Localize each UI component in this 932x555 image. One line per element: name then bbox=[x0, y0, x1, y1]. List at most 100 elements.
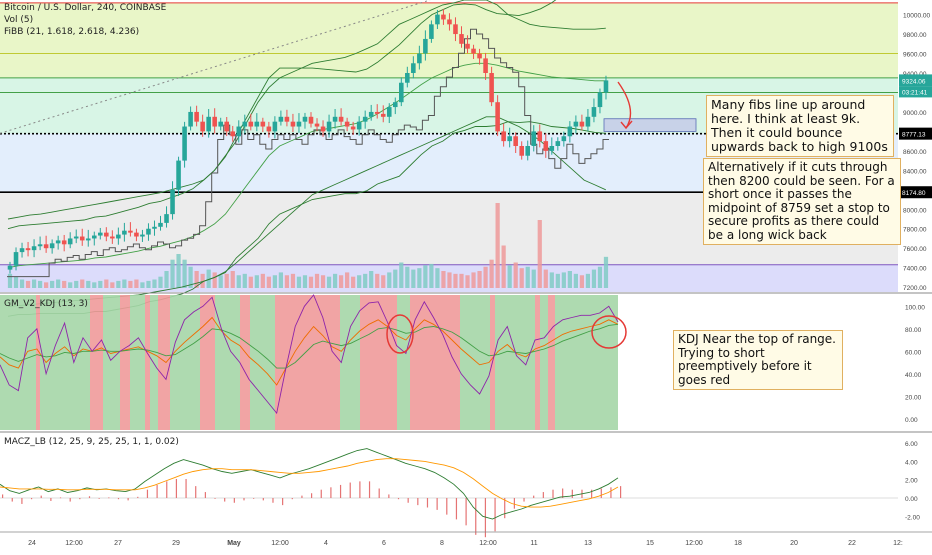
macd-histogram-bar bbox=[562, 488, 564, 498]
volume-bar bbox=[122, 279, 127, 288]
macd-histogram-bar bbox=[301, 495, 303, 498]
volume-bar bbox=[308, 276, 314, 288]
candle-body bbox=[423, 38, 428, 54]
macd-histogram-bar bbox=[195, 486, 197, 498]
candle-body bbox=[597, 92, 603, 108]
candle-body bbox=[525, 146, 531, 156]
volume-bar bbox=[7, 273, 13, 288]
macd-histogram-bar bbox=[40, 495, 42, 498]
candle-body bbox=[61, 240, 67, 245]
volume-bar bbox=[393, 269, 398, 288]
symbol-legend: Bitcoin / U.S. Dollar, 240, COINBASE bbox=[4, 3, 167, 13]
candle-body bbox=[579, 121, 585, 127]
candle-body bbox=[104, 232, 109, 237]
kdj-axis-label: 20.00 bbox=[905, 394, 922, 401]
candle-body bbox=[483, 58, 488, 73]
candle-body bbox=[254, 121, 260, 127]
candle-body bbox=[236, 126, 242, 137]
volume-bar bbox=[170, 259, 175, 288]
candle-body bbox=[206, 116, 211, 132]
candle-body bbox=[296, 121, 302, 127]
candle-body bbox=[242, 121, 248, 127]
candle-body bbox=[399, 82, 404, 103]
volume-bar bbox=[92, 282, 97, 288]
candle-body bbox=[200, 121, 205, 132]
volume-bar bbox=[110, 282, 115, 288]
kdj-state-region bbox=[130, 295, 145, 430]
volume-bar bbox=[435, 268, 440, 288]
price-axis-label: 9000.00 bbox=[903, 110, 927, 117]
volume-bar bbox=[405, 266, 410, 288]
candle-body bbox=[501, 131, 506, 142]
macd-histogram-bar bbox=[542, 492, 544, 498]
macd-histogram-bar bbox=[243, 498, 245, 501]
candle-body bbox=[411, 63, 416, 73]
volume-bar bbox=[417, 268, 422, 288]
volume-bar bbox=[585, 273, 591, 288]
kdj-circle-2 bbox=[591, 315, 627, 349]
macd-histogram-bar bbox=[397, 498, 400, 500]
time-axis-label: 11 bbox=[530, 540, 537, 547]
candle-body bbox=[176, 160, 181, 190]
macd-histogram-bar bbox=[291, 498, 293, 500]
macd-histogram-bar bbox=[513, 498, 515, 509]
volume-bar bbox=[357, 275, 362, 288]
price-axis-label: 7800.00 bbox=[903, 227, 927, 234]
macd-histogram-bar bbox=[407, 498, 409, 503]
kdj-state-region bbox=[555, 295, 618, 430]
fib-band-lower bbox=[7, 0, 557, 230]
volume-bar bbox=[302, 275, 308, 288]
volume-bar bbox=[381, 275, 386, 288]
midpoint-price-tag: 8777.13 bbox=[902, 132, 926, 139]
macd-histogram-bar bbox=[117, 498, 120, 500]
macd-histogram-bar bbox=[156, 484, 158, 498]
volume-bar bbox=[495, 203, 500, 288]
volume-bar bbox=[80, 279, 85, 288]
candle-body bbox=[290, 121, 296, 127]
candle-body bbox=[164, 214, 169, 223]
candle-body bbox=[278, 116, 284, 122]
volume-bar bbox=[471, 272, 476, 288]
volume-bar bbox=[363, 273, 368, 288]
volume-bar bbox=[86, 280, 91, 288]
last-price-tag: 9324.06 bbox=[902, 78, 926, 85]
macd-histogram-bar bbox=[494, 498, 496, 532]
volume-bar bbox=[37, 280, 43, 288]
volume-bar bbox=[188, 266, 193, 288]
kdj-state-region bbox=[150, 295, 158, 430]
kdj-state-region bbox=[548, 295, 555, 430]
time-axis-label: 4 bbox=[324, 540, 328, 547]
macd-histogram-bar bbox=[59, 497, 62, 499]
volume-bar bbox=[537, 220, 542, 288]
candle-body bbox=[284, 116, 290, 122]
candle-body bbox=[308, 116, 314, 124]
candle-body bbox=[585, 116, 591, 127]
kdj-state-region bbox=[103, 295, 120, 430]
volume-bar bbox=[31, 279, 37, 288]
candle-body bbox=[170, 189, 175, 215]
volume-bar bbox=[555, 273, 560, 288]
candle-body bbox=[49, 243, 55, 249]
macd-histogram-bar bbox=[204, 492, 206, 498]
candle-body bbox=[374, 111, 380, 114]
candle-body bbox=[230, 131, 236, 137]
kdj-state-region bbox=[495, 295, 535, 430]
volume-bar bbox=[13, 276, 19, 288]
volume-bar bbox=[236, 275, 241, 288]
time-axis-label: 15 bbox=[646, 540, 654, 547]
macd-histogram-bar bbox=[330, 487, 332, 498]
volume-bar bbox=[56, 279, 61, 288]
volume-bar bbox=[146, 280, 151, 288]
candle-body bbox=[591, 107, 597, 117]
candle-body bbox=[368, 111, 374, 117]
volume-bar bbox=[212, 272, 217, 288]
kdj-state-region bbox=[240, 295, 250, 430]
volume-bar bbox=[224, 273, 229, 288]
volume-bar bbox=[369, 271, 374, 288]
macd-histogram-bar bbox=[417, 498, 419, 506]
volume-bar bbox=[140, 282, 145, 288]
trendline bbox=[0, 0, 431, 134]
candle-body bbox=[555, 141, 561, 146]
support-price-tag: 8174.80 bbox=[902, 190, 926, 197]
